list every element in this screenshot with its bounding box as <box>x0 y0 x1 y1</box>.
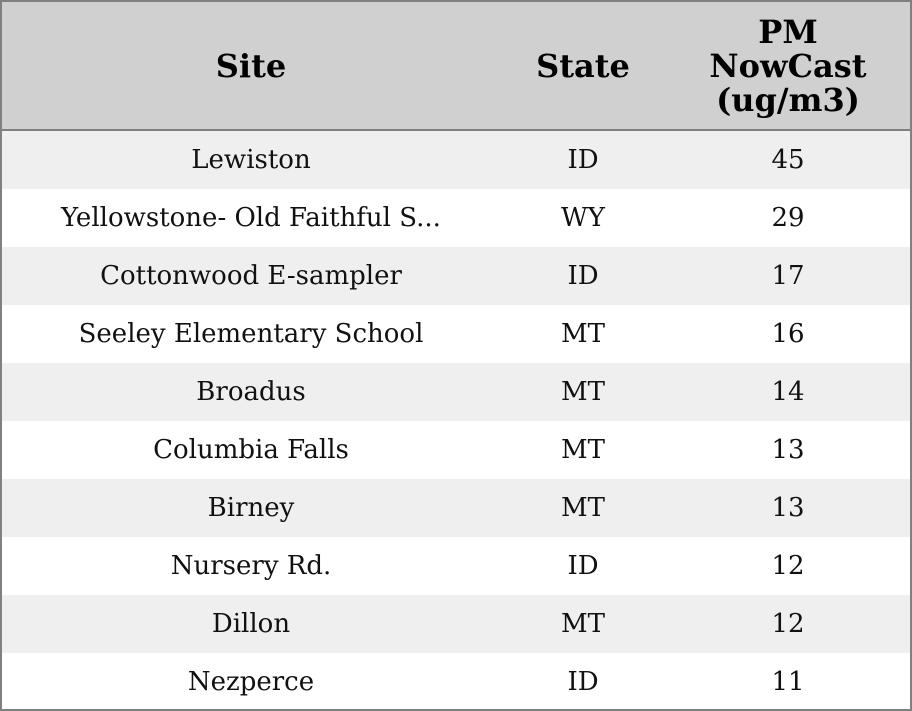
table-cell: MT <box>500 595 666 653</box>
header-text: Site <box>215 46 287 85</box>
table-cell: Yellowstone- Old Faithful S... <box>2 189 500 247</box>
table-row: Broadus MT 14 <box>2 363 910 421</box>
table-cell: Nezperce <box>2 653 500 709</box>
table-cell: Seeley Elementary School <box>2 305 500 363</box>
table-cell: Nursery Rd. <box>2 537 500 595</box>
table-cell: MT <box>500 305 666 363</box>
table-cell: 11 <box>666 653 910 709</box>
table-row: Birney MT 13 <box>2 479 910 537</box>
table-cell: 12 <box>666 537 910 595</box>
table-cell: ID <box>500 537 666 595</box>
table-row: Cottonwood E-sampler ID 17 <box>2 247 910 305</box>
table-cell: MT <box>500 421 666 479</box>
table-cell: Broadus <box>2 363 500 421</box>
table-cell: 29 <box>666 189 910 247</box>
table-cell: MT <box>500 363 666 421</box>
table-cell: 45 <box>666 130 910 189</box>
table-cell: 13 <box>666 479 910 537</box>
table-row: Seeley Elementary School MT 16 <box>2 305 910 363</box>
table-cell: Birney <box>2 479 500 537</box>
table-cell: ID <box>500 247 666 305</box>
table-row: Yellowstone- Old Faithful S... WY 29 <box>2 189 910 247</box>
header-text: PM NowCast (ug/m3) <box>709 12 867 119</box>
table-cell: MT <box>500 479 666 537</box>
table-cell: Cottonwood E-sampler <box>2 247 500 305</box>
table-row: Columbia Falls MT 13 <box>2 421 910 479</box>
table-cell: Lewiston <box>2 130 500 189</box>
table-cell: 17 <box>666 247 910 305</box>
table-cell: ID <box>500 653 666 709</box>
table-row: Dillon MT 12 <box>2 595 910 653</box>
table-cell: ID <box>500 130 666 189</box>
table-cell: 13 <box>666 421 910 479</box>
table-cell: Dillon <box>2 595 500 653</box>
table-cell: 12 <box>666 595 910 653</box>
table-cell: 14 <box>666 363 910 421</box>
table-cell: WY <box>500 189 666 247</box>
table-row: Nezperce ID 11 <box>2 653 910 709</box>
header-cell: State <box>500 2 666 131</box>
header-row: Site State PM NowCast (ug/m3) <box>2 2 910 131</box>
header-text: State <box>536 46 630 85</box>
header-cell: Site <box>2 2 500 131</box>
header-cell: PM NowCast (ug/m3) <box>666 2 910 131</box>
table-cell: 16 <box>666 305 910 363</box>
table-row: Lewiston ID 45 <box>2 130 910 189</box>
table-row: Nursery Rd. ID 12 <box>2 537 910 595</box>
table-body: Lewiston ID 45 Yellowstone- Old Faithful S.… <box>2 130 910 709</box>
table-cell: Columbia Falls <box>2 421 500 479</box>
